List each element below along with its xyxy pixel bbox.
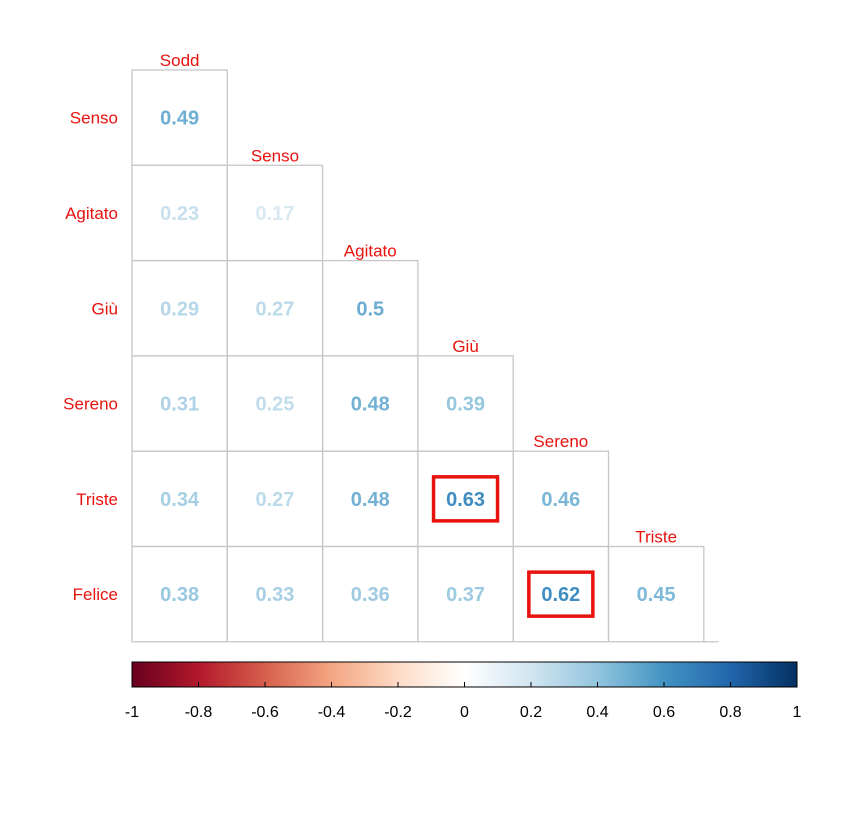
cell-value: 0.31 xyxy=(160,394,199,416)
colorbar-tick-label: -0.6 xyxy=(251,704,279,721)
row-label: Agitato xyxy=(65,204,118,223)
cell-value: 0.29 xyxy=(160,298,199,320)
axis-labels: Senso Agitato Giù Sereno Triste Felice Sodd Sen… xyxy=(63,51,677,604)
colorbar-tick-label: -0.8 xyxy=(185,704,213,721)
colorbar-tick-label: 0.8 xyxy=(719,704,741,721)
colorbar-tick-label: 0.2 xyxy=(520,704,542,721)
colorbar-ticks: -1 -0.8 -0.6 -0.4 -0.2 0 0.2 0.4 0.6 0.8 1 xyxy=(125,682,802,721)
cell-value: 0.34 xyxy=(160,489,200,511)
column-label: Triste xyxy=(635,528,677,547)
colorbar-tick-label: -0.2 xyxy=(384,704,412,721)
column-label: Sodd xyxy=(160,51,200,70)
color-legend: -1 -0.8 -0.6 -0.4 -0.2 0 0.2 0.4 0.6 0.8 1 xyxy=(125,661,802,721)
cell-value: 0.36 xyxy=(351,584,390,606)
row-label: Triste xyxy=(76,490,118,509)
colorbar-tick-label: -1 xyxy=(125,704,139,721)
cell-values: 0.49 0.23 0.17 0.29 0.27 0.5 0.31 0.25 0.48 0.39 0… xyxy=(160,108,675,607)
column-label: Agitato xyxy=(344,242,397,261)
cell-value: 0.48 xyxy=(351,394,390,416)
cell-value: 0.46 xyxy=(541,489,580,511)
cell-value: 0.33 xyxy=(255,584,294,606)
cell-value: 0.38 xyxy=(160,584,199,606)
cell-value: 0.63 xyxy=(446,489,485,511)
row-label: Felice xyxy=(73,585,118,604)
row-label: Giù xyxy=(92,299,118,318)
cell-value: 0.37 xyxy=(446,584,485,606)
cell-value: 0.23 xyxy=(160,203,199,225)
column-label: Giù xyxy=(452,337,478,356)
row-label: Senso xyxy=(70,109,118,128)
colorbar-tick-label: 0.6 xyxy=(653,704,675,721)
column-label: Senso xyxy=(251,146,299,165)
highlight-box xyxy=(431,475,500,523)
cell-value: 0.25 xyxy=(255,394,294,416)
colorbar-tick-label: 0.4 xyxy=(586,704,608,721)
matrix-grid xyxy=(131,69,719,643)
cell-value: 0.27 xyxy=(255,489,294,511)
cell-value: 0.27 xyxy=(255,298,294,320)
colorbar-tick-label: -0.4 xyxy=(318,704,346,721)
highlight-box xyxy=(527,570,595,618)
cell-value: 0.49 xyxy=(160,108,199,130)
colorbar-tick-label: 0 xyxy=(460,704,469,721)
matrix-cell xyxy=(607,545,705,643)
row-label: Sereno xyxy=(63,395,118,414)
cell-value: 0.17 xyxy=(255,203,294,225)
highlight-boxes xyxy=(431,475,595,618)
cell-value: 0.48 xyxy=(351,489,390,511)
cell-value: 0.62 xyxy=(541,584,580,606)
column-label: Sereno xyxy=(533,432,588,451)
cell-value: 0.39 xyxy=(446,394,485,416)
cell-value: 0.45 xyxy=(637,584,676,606)
cell-value: 0.5 xyxy=(356,298,384,320)
colorbar-tick-label: 1 xyxy=(793,704,802,721)
